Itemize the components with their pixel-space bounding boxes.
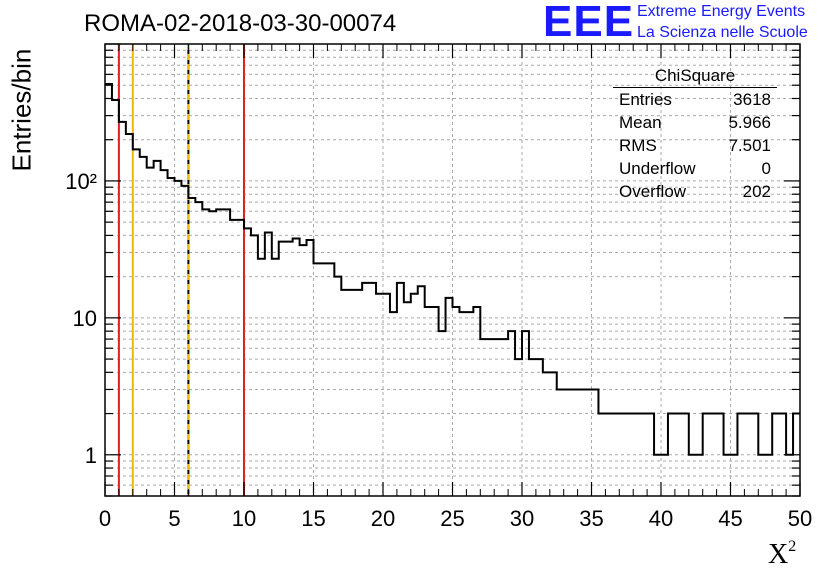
- logo-subtitle-line1: Extreme Energy Events: [637, 3, 806, 20]
- grid-lines: [105, 43, 800, 497]
- x-axis-label-superscript: 2: [788, 538, 797, 555]
- stats-label: RMS: [619, 136, 657, 155]
- plot-title: ROMA-02-2018-03-30-00074: [84, 10, 397, 37]
- x-tick-label: 30: [510, 506, 534, 531]
- x-tick-label: 35: [579, 506, 603, 531]
- x-tick-label: 40: [649, 506, 673, 531]
- stats-row-underflow: Underflow 0: [610, 157, 780, 180]
- x-tick-label: 20: [371, 506, 395, 531]
- x-tick-label: 25: [440, 506, 464, 531]
- axis-ticks: [104, 43, 801, 497]
- reference-lines: [117, 44, 245, 496]
- stats-title: ChiSquare: [613, 66, 777, 88]
- stats-box: ChiSquare Entries 3618 Mean 5.966 RMS 7.501…: [610, 66, 780, 203]
- x-axis-label: X2: [768, 538, 796, 571]
- stats-label: Mean: [619, 113, 662, 132]
- y-axis-label: Entries/bin: [6, 48, 37, 172]
- x-tick-label: 0: [99, 506, 111, 531]
- eee-logo: EEE: [543, 0, 635, 46]
- stats-label: Overflow: [619, 182, 687, 201]
- x-axis-label-base: X: [768, 539, 789, 570]
- stats-value: 3618: [733, 90, 771, 109]
- x-tick-label: 5: [168, 506, 180, 531]
- y-tick-label: 1: [85, 443, 97, 468]
- stats-value: 0: [761, 159, 771, 178]
- x-tick-label: 50: [788, 506, 812, 531]
- stats-value: 7.501: [728, 136, 771, 155]
- x-tick-label: 15: [301, 506, 325, 531]
- logo-subtitle-line2: La Scienza nelle Scuole: [637, 24, 808, 41]
- stats-value: 202: [742, 182, 771, 201]
- stats-label: Underflow: [619, 159, 696, 178]
- stats-row-rms: RMS 7.501: [610, 134, 780, 157]
- histogram-line: [105, 83, 800, 456]
- stats-value: 5.966: [728, 113, 771, 132]
- stats-row-overflow: Overflow 202: [610, 180, 780, 203]
- stats-row-mean: Mean 5.966: [610, 111, 780, 134]
- stats-label: Entries: [619, 90, 672, 109]
- y-tick-label: 10: [73, 306, 97, 331]
- x-tick-label: 10: [232, 506, 256, 531]
- x-tick-label: 45: [718, 506, 742, 531]
- tick-labels: 0 5 10 15 20 25 30 35 40 45 50 1 10 10²: [65, 169, 812, 531]
- y-tick-label: 10²: [65, 169, 97, 194]
- stats-row-entries: Entries 3618: [610, 88, 780, 111]
